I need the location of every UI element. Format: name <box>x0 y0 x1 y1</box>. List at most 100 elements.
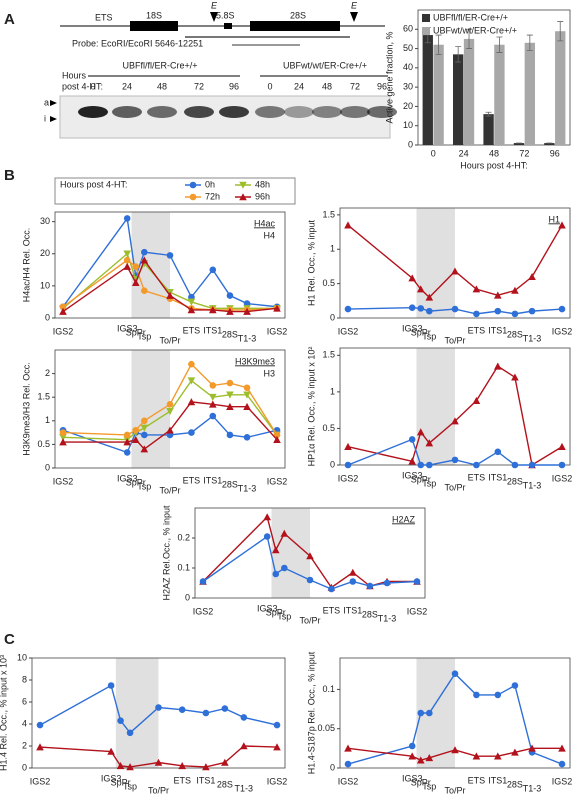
error-bar <box>466 28 473 49</box>
legend: Hours post 4-HT: 0h 48h 72h 96h <box>54 177 296 205</box>
x-tick-label: IGS2 <box>338 776 359 786</box>
lane-label: 0 <box>90 81 95 91</box>
lane-label: 72 <box>194 81 204 91</box>
series-line <box>347 306 563 315</box>
marker <box>116 762 125 770</box>
x-tick-label: 48 <box>489 148 499 158</box>
marker <box>528 272 536 281</box>
marker <box>408 274 416 282</box>
marker <box>140 256 149 264</box>
marker <box>511 748 519 756</box>
marker <box>417 305 425 312</box>
x-tick-label: IGS2 <box>267 476 288 486</box>
y-tick-label: 0 <box>22 762 27 772</box>
x-tick-label: To/Pr <box>299 615 320 625</box>
marker <box>528 307 536 315</box>
marker <box>59 429 67 436</box>
marker <box>243 384 251 392</box>
marker <box>273 721 281 729</box>
marker <box>280 529 289 537</box>
marker <box>123 215 131 222</box>
x-tick-label: IGS2 <box>407 606 428 616</box>
error-bar <box>526 34 533 51</box>
x-tick-label: To/Pr <box>444 482 465 492</box>
marker <box>417 709 425 717</box>
y-tick-label: 0.5 <box>322 423 335 433</box>
x-tick-label: ETS <box>468 775 486 785</box>
plot-area <box>31 657 286 769</box>
chart: 0 0.5 1 1.5 2 H3K9me3/H3 Rel. Occ. IGS2 IGS3SpP… <box>21 349 288 495</box>
bar <box>433 44 444 145</box>
y-tick-label: 10 <box>403 120 413 130</box>
x-tick-label: T1-3 <box>378 613 397 623</box>
marker <box>272 570 280 578</box>
marker <box>558 744 566 752</box>
marker <box>451 670 459 678</box>
y-tick-label: 0.5 <box>322 278 335 288</box>
y-tick-label: 60 <box>403 24 413 34</box>
marker <box>166 400 174 408</box>
y-axis-label: H4ac/H4 Rel. Occ. <box>21 228 31 303</box>
marker <box>59 307 67 315</box>
legend-title: Hours post 4-HT: <box>60 179 128 189</box>
gel-label: post 4-HT: <box>62 81 103 91</box>
marker <box>417 461 425 469</box>
y-tick-label: 0 <box>185 592 190 602</box>
marker <box>344 461 352 469</box>
marker <box>243 391 251 399</box>
bar <box>524 42 535 145</box>
chart: 0 10 20 30 40 50 60 Active gene fraction, % 0 24 4… <box>384 9 571 170</box>
marker <box>187 377 196 385</box>
x-tick-label: Tsp <box>277 611 291 621</box>
y-tick-label: 8 <box>22 674 27 684</box>
series-line <box>39 745 278 768</box>
plot-area <box>339 347 571 466</box>
series-line <box>347 365 563 467</box>
x-tick-label: SpPr <box>411 327 431 337</box>
marker <box>140 424 149 432</box>
marker <box>344 744 352 752</box>
marker <box>123 431 131 439</box>
x-tick-label: T1-3 <box>238 333 257 343</box>
lane-label: 0 <box>267 81 272 91</box>
marker <box>166 291 174 299</box>
marker <box>494 752 502 760</box>
marker <box>408 752 416 760</box>
marker <box>240 742 248 750</box>
series-line <box>62 216 278 308</box>
y-axis-label: Active gene fraction, % <box>384 31 394 123</box>
x-tick-label: ETS <box>183 475 201 485</box>
series-line <box>62 379 278 441</box>
lane-label: 96 <box>377 81 387 91</box>
marker <box>243 402 251 410</box>
marker <box>344 442 352 451</box>
bar <box>453 54 464 145</box>
gene-block <box>250 21 340 31</box>
legend-label: 48h <box>255 179 270 189</box>
marker <box>328 585 335 593</box>
y-tick-label: 0.1 <box>177 562 190 572</box>
marker <box>263 533 271 540</box>
marker <box>425 293 434 301</box>
marker <box>36 743 44 751</box>
marker <box>349 568 357 576</box>
x-tick-label: SpPr <box>266 607 286 617</box>
marker <box>239 193 247 201</box>
x-tick-label: ETS <box>468 325 486 335</box>
x-tick-label: To/Pr <box>159 335 180 345</box>
shaded-region <box>416 348 455 465</box>
gel-band <box>340 106 370 118</box>
y-tick-label: 20 <box>40 248 50 258</box>
marker <box>126 729 134 737</box>
marker <box>383 579 391 587</box>
gene-label: 28S <box>290 10 306 20</box>
y-axis-label: H3K9me3/H3 Rel. Occ. <box>21 362 31 456</box>
x-tick-label: ETS <box>173 775 191 785</box>
series-line <box>62 252 277 310</box>
x-tick-label: To/Pr <box>148 785 169 795</box>
y-tick-label: 0 <box>408 139 413 149</box>
gene-block <box>224 23 232 29</box>
marker <box>473 461 480 469</box>
marker <box>209 266 217 274</box>
